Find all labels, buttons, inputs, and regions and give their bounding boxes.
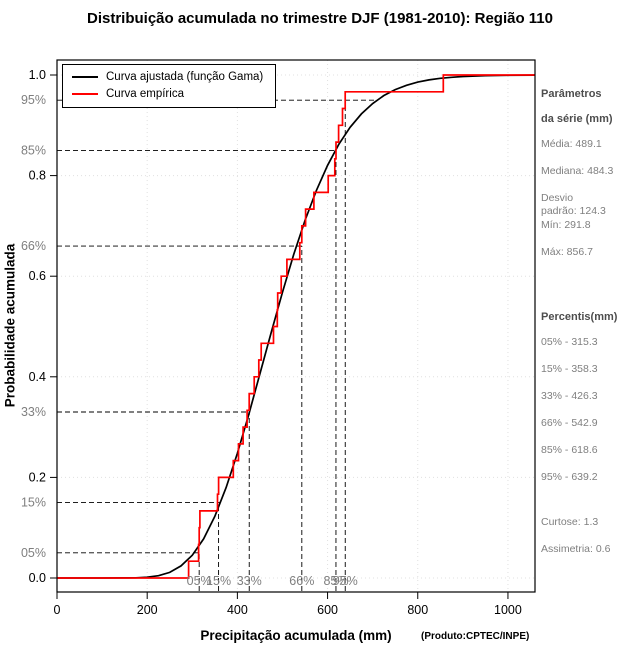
x-tick-label: 200: [137, 603, 158, 617]
percentile-left-label: 95%: [21, 93, 46, 107]
percentile-bottom-label: 66%: [289, 574, 314, 588]
legend-item-empirical: Curva empírica: [72, 88, 263, 100]
stat-line: 33% - 426.3: [541, 390, 598, 402]
y-tick-label: 1.0: [29, 68, 46, 82]
stat-line: 15% - 358.3: [541, 363, 598, 375]
chart-title: Distribuição acumulada no trimestre DJF …: [86, 10, 553, 27]
x-axis-label: Precipitação acumulada (mm): [200, 628, 392, 643]
params-list: Média: 489.1 Mediana: 484.3 Desvio padrão:…: [541, 138, 638, 273]
legend: Curva ajustada (função Gama) Curva empír…: [62, 64, 277, 108]
y-axis-label: Probabilidade acumulada: [2, 243, 18, 408]
x-tick-label: 600: [317, 603, 338, 617]
x-tick-label: 0: [54, 603, 61, 617]
plot-border: [56, 59, 536, 593]
stat-line: Mín: 291.8: [541, 219, 591, 231]
y-tick-label: 0.2: [29, 470, 46, 484]
percentile-bottom-label: 15%: [206, 574, 231, 588]
stat-line: Desvio padrão: 124.3: [541, 192, 606, 217]
stats-panel: Parâmetros da série (mm) Média: 489.1 Med…: [541, 88, 638, 570]
x-tick-label: 800: [407, 603, 428, 617]
stat-line: Curtose: 1.3: [541, 516, 599, 528]
percentile-bottom-label: 95%: [333, 574, 358, 588]
legend-item-fitted: Curva ajustada (função Gama): [72, 71, 263, 83]
stat-line: Média: 489.1: [541, 138, 602, 150]
y-tick-label: 0.8: [29, 169, 46, 183]
percentile-bottom-label: 05%: [187, 574, 212, 588]
stat-line: 95% - 639.2: [541, 471, 598, 483]
y-tick-label: 0.4: [29, 370, 46, 384]
stat-line: Mediana: 484.3: [541, 165, 614, 177]
empirical-line-swatch: [72, 93, 98, 95]
percentiles-header: Percentis(mm): [541, 311, 618, 323]
legend-label-empirical: Curva empírica: [106, 88, 184, 100]
stat-line: 66% - 542.9: [541, 417, 598, 429]
percentile-left-label: 85%: [21, 143, 46, 157]
percentile-left-label: 33%: [21, 405, 46, 419]
fitted-curve: [57, 74, 536, 579]
percentile-left-label: 66%: [21, 239, 46, 253]
percentiles-list: 05% - 315.3 15% - 358.3 33% - 426.3 66% - 5…: [541, 336, 638, 498]
params-header-line2: da série (mm): [541, 113, 613, 125]
percentile-bottom-label: 85%: [323, 574, 348, 588]
y-tick-label: 0.6: [29, 269, 46, 283]
stat-line: 05% - 315.3: [541, 336, 598, 348]
stat-line: 85% - 618.6: [541, 444, 598, 456]
percentile-left-label: 05%: [21, 546, 46, 560]
x-tick-label: 400: [227, 603, 248, 617]
percentile-bottom-label: 33%: [237, 574, 262, 588]
source-label: (Produto:CPTEC/INPE): [421, 631, 530, 642]
params-header-line1: Parâmetros: [541, 88, 602, 100]
legend-label-fitted: Curva ajustada (função Gama): [106, 71, 264, 83]
x-tick-label: 1000: [494, 603, 522, 617]
percentile-left-label: 15%: [21, 496, 46, 510]
empirical-curve: [57, 74, 535, 579]
moments-list: Curtose: 1.3 Assimetria: 0.6: [541, 516, 638, 570]
stat-line: Assimetria: 0.6: [541, 543, 611, 555]
fitted-line-swatch: [72, 76, 98, 78]
stat-line: Máx: 856.7: [541, 246, 593, 258]
y-tick-label: 0.0: [29, 571, 46, 585]
